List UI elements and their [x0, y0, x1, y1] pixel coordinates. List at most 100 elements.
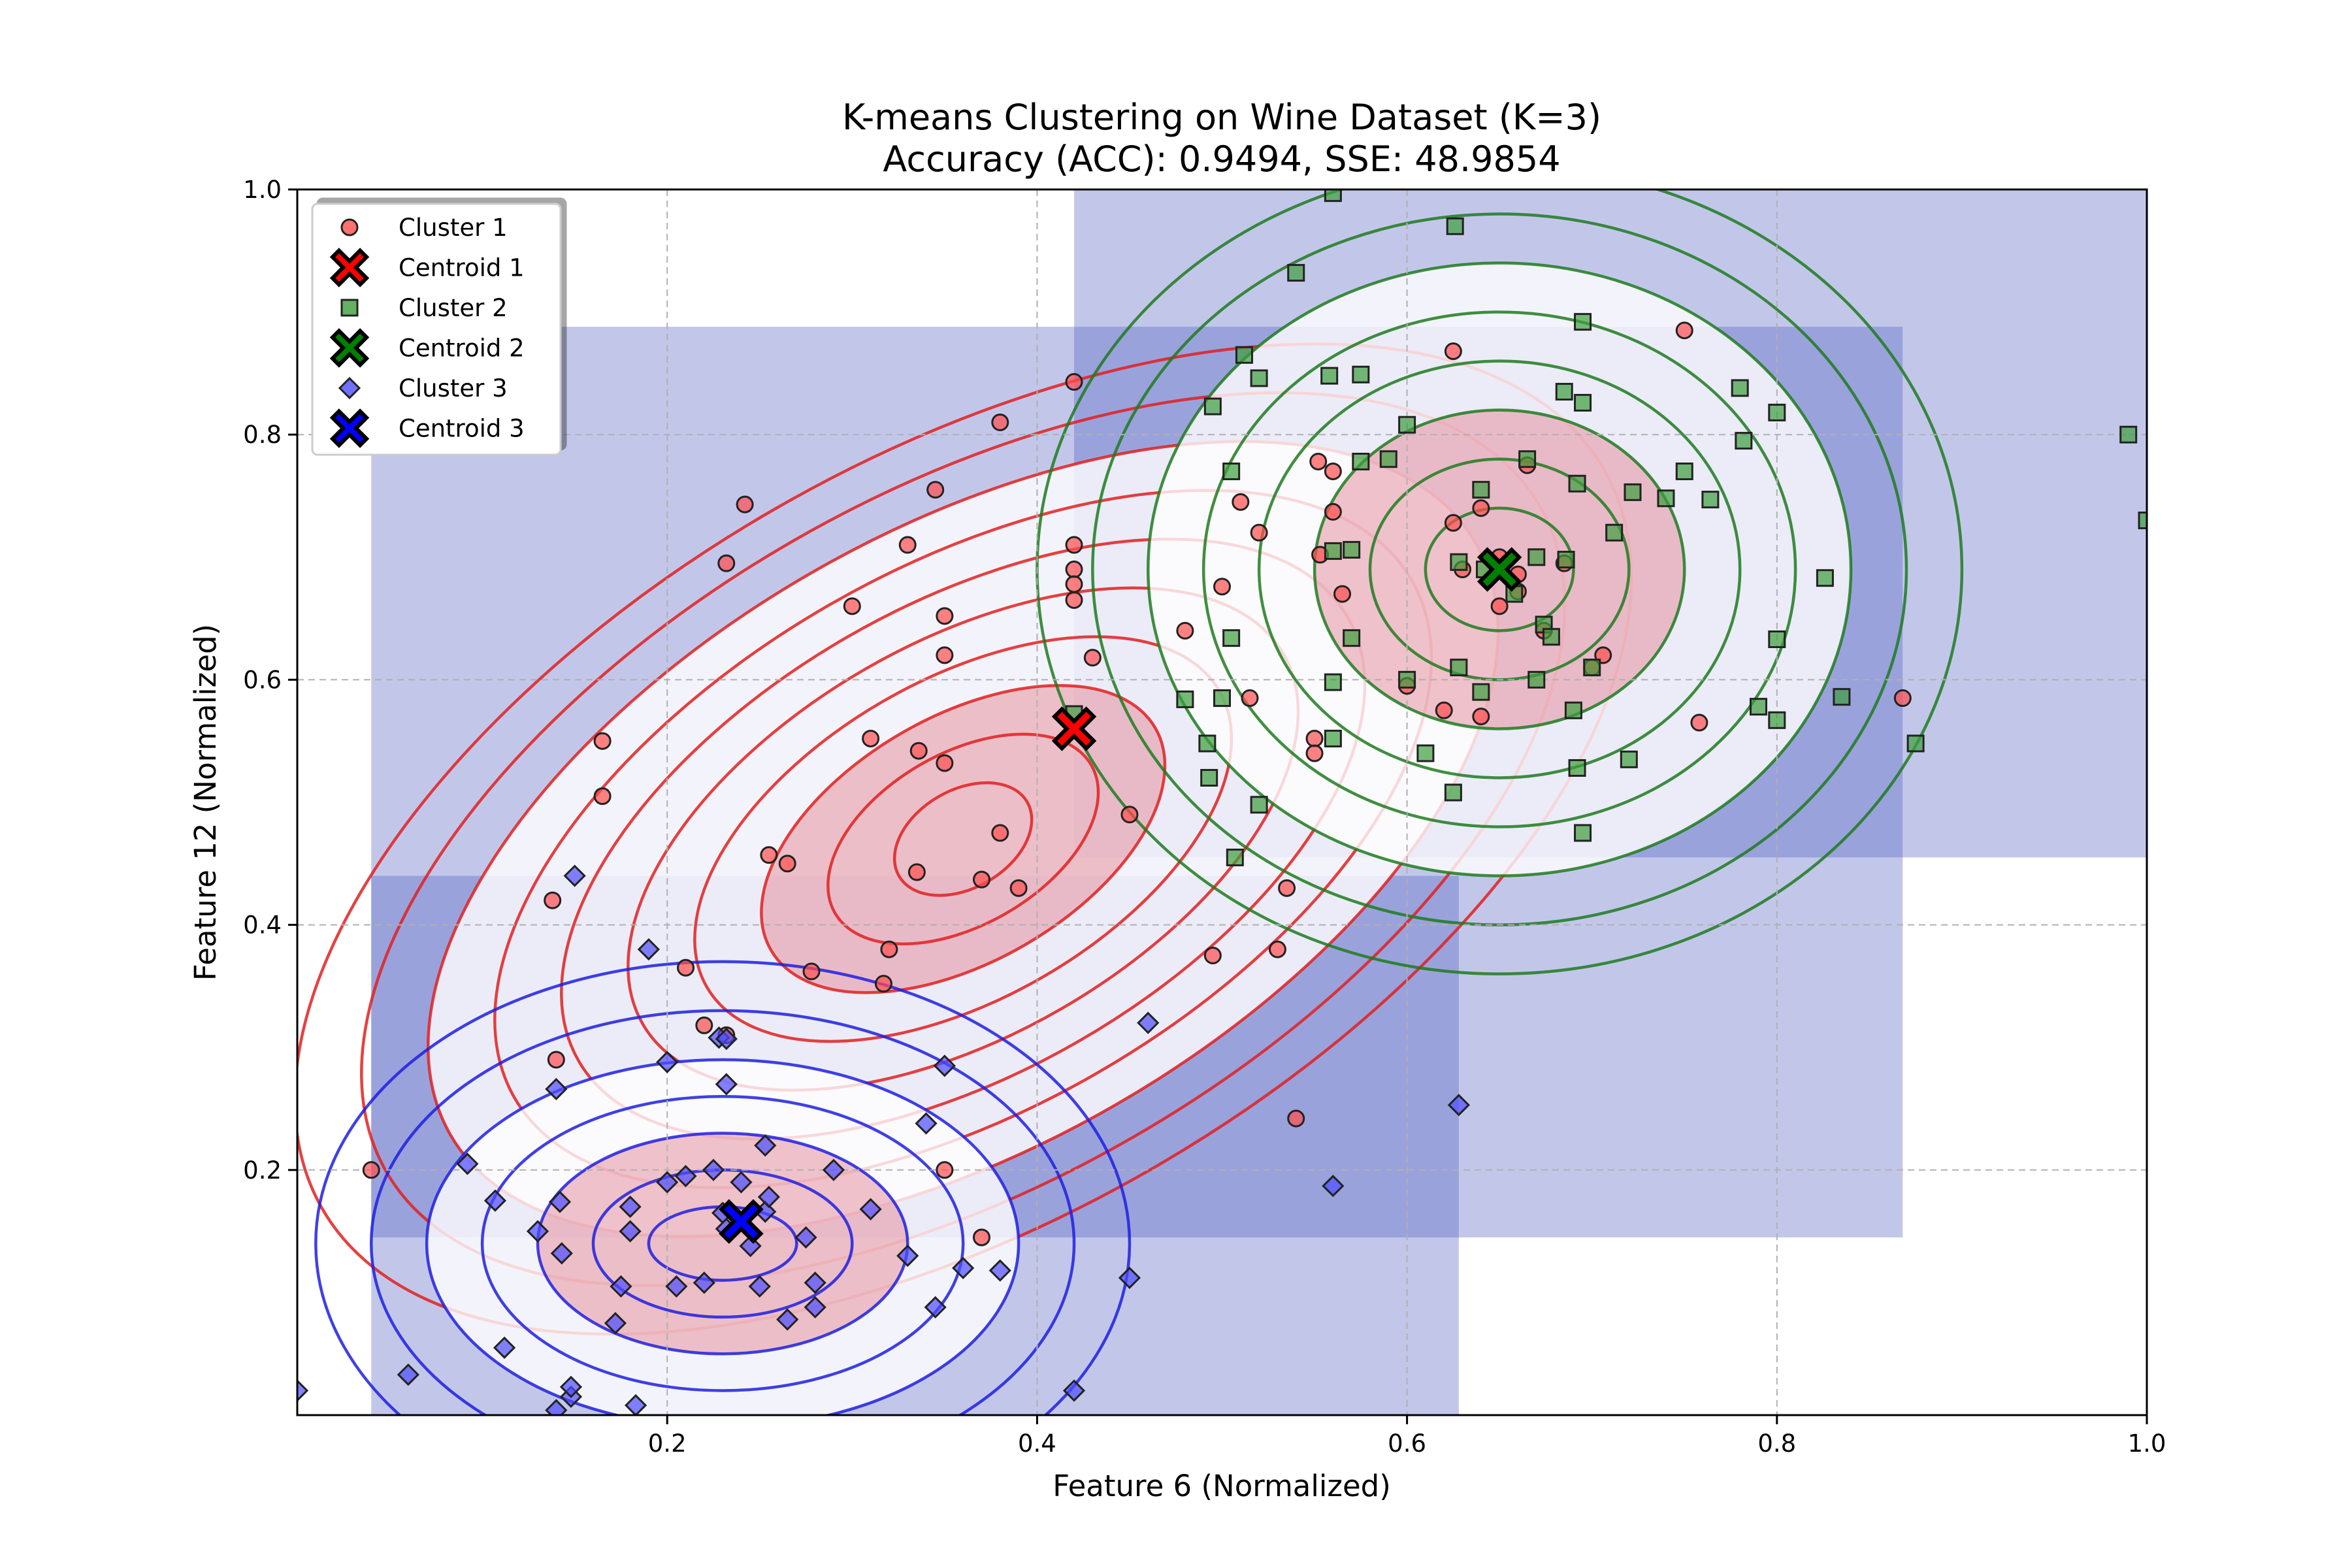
data-point — [1675, 462, 1693, 480]
data-point — [397, 1363, 419, 1386]
data-point — [802, 962, 821, 981]
x-axis-label: Feature 6 (Normalized) — [1053, 1469, 1391, 1503]
data-point — [1065, 373, 1083, 391]
legend-box — [311, 203, 562, 456]
data-point — [656, 1051, 679, 1073]
data-point — [760, 846, 778, 864]
data-point — [619, 1195, 642, 1218]
data-point — [1235, 346, 1253, 364]
y-tick-label: 0.8 — [243, 421, 282, 449]
data-point — [1701, 491, 1720, 509]
centroid-marker — [1477, 547, 1522, 592]
x-tick-label: 0.8 — [1757, 1429, 1796, 1458]
data-point — [748, 1275, 771, 1298]
density-contour — [1257, 359, 1742, 779]
data-point — [1268, 940, 1286, 958]
data-point — [1490, 597, 1509, 615]
legend-label: Centroid 3 — [399, 415, 525, 443]
data-point — [362, 1161, 380, 1179]
data-point — [936, 607, 954, 625]
data-point — [545, 1399, 568, 1415]
data-point — [1444, 342, 1462, 361]
data-point — [926, 481, 945, 499]
legend: Cluster 1 Centroid 1 Cluster 2 Centroid 2 Cl… — [311, 203, 562, 456]
data-point — [674, 1165, 697, 1188]
data-point — [526, 1220, 549, 1243]
data-point — [1472, 708, 1490, 726]
legend-label: Cluster 3 — [399, 374, 508, 402]
data-point — [1574, 393, 1592, 412]
data-point — [702, 1158, 725, 1181]
data-point — [874, 975, 892, 993]
data-point — [1352, 365, 1370, 384]
data-point — [2119, 425, 2138, 444]
data-point — [1222, 462, 1241, 480]
data-point — [1118, 1266, 1141, 1290]
data-point — [1198, 734, 1217, 753]
data-point — [804, 1271, 826, 1294]
data-point — [1200, 768, 1218, 787]
legend-label: Cluster 1 — [399, 214, 508, 242]
data-point — [715, 1027, 738, 1051]
data-point — [1624, 483, 1642, 501]
data-point — [804, 1296, 826, 1319]
data-point — [1083, 649, 1102, 667]
data-point — [907, 863, 926, 881]
legend-swatch — [338, 376, 361, 400]
data-point — [1816, 569, 1834, 587]
y-axis-label: Feature 12 (Normalized) — [188, 624, 223, 981]
data-point — [1518, 450, 1537, 468]
x-tick-label: 0.4 — [1018, 1429, 1056, 1458]
centroid-marker — [719, 1199, 764, 1244]
data-point — [859, 1198, 882, 1220]
data-point — [1568, 759, 1586, 777]
density-contour — [760, 683, 1167, 994]
data-point — [1065, 536, 1083, 554]
data-point — [1176, 690, 1194, 708]
data-point — [619, 1220, 642, 1243]
data-point — [656, 1171, 679, 1194]
data-point — [559, 1375, 583, 1398]
data-point — [988, 1259, 1011, 1282]
data-point — [1324, 673, 1342, 691]
data-point — [1675, 321, 1693, 340]
data-point — [936, 754, 954, 772]
data-point — [1620, 750, 1638, 768]
data-point — [1222, 629, 1241, 647]
data-point — [1574, 313, 1592, 331]
data-point — [1305, 729, 1324, 747]
centroid-marker — [1051, 706, 1097, 751]
data-point — [715, 1073, 738, 1096]
data-point — [297, 1379, 309, 1402]
data-point — [545, 1077, 568, 1101]
data-point — [972, 870, 990, 889]
data-point — [972, 1228, 990, 1247]
data-point — [896, 1244, 919, 1267]
data-point — [991, 824, 1009, 842]
data-point — [1527, 670, 1546, 689]
data-point — [1213, 689, 1231, 708]
data-point — [843, 597, 861, 615]
data-point — [1287, 1109, 1305, 1128]
data-point — [1768, 630, 1786, 648]
data-point — [924, 1296, 947, 1319]
plot-frame — [296, 188, 2148, 1416]
data-point — [1241, 689, 1259, 708]
density-core — [761, 685, 1165, 993]
data-point — [1065, 591, 1083, 609]
y-tick-label: 0.4 — [243, 911, 282, 939]
data-point — [1278, 879, 1296, 897]
y-tick-label: 0.2 — [243, 1156, 282, 1184]
data-point — [1343, 541, 1361, 559]
data-point — [991, 413, 1009, 431]
data-point — [695, 1016, 713, 1034]
data-point — [1833, 688, 1851, 706]
density-contour — [370, 1009, 1076, 1415]
data-point — [1250, 369, 1268, 387]
data-point — [1320, 367, 1339, 385]
data-point — [1324, 729, 1342, 747]
data-point — [952, 1256, 975, 1280]
data-point — [1203, 397, 1222, 416]
data-point — [1324, 542, 1342, 560]
